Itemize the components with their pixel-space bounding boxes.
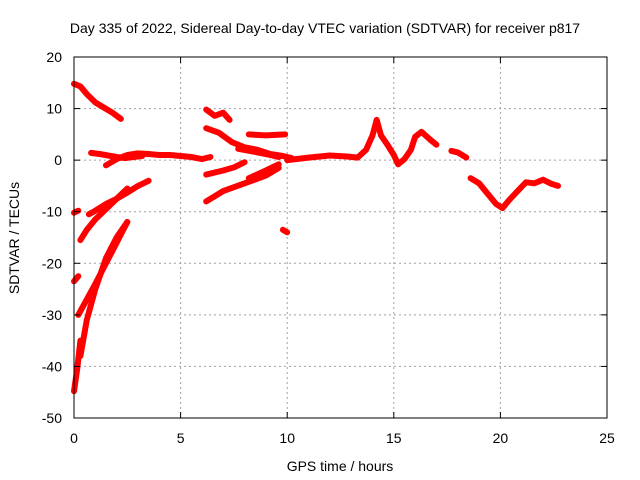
data-series-group: [71, 80, 561, 395]
series-arc-7: [71, 273, 82, 285]
series-arc-10: [71, 337, 84, 395]
series-arc-11: [203, 106, 233, 123]
series-arc-14: [203, 164, 282, 205]
y-tick-label: 10: [46, 101, 62, 117]
y-tick-label: -30: [42, 307, 62, 323]
x-axis-label: GPS time / hours: [287, 458, 394, 474]
x-tick-label: 0: [70, 430, 78, 446]
series-arc-16: [245, 161, 282, 182]
x-tick-label: 25: [599, 430, 615, 446]
series-arc-19: [284, 116, 440, 168]
series-arc-20: [448, 147, 470, 161]
grid: [74, 57, 607, 418]
chart-title: Day 335 of 2022, Sidereal Day-to-day VTE…: [70, 20, 580, 36]
series-arc-1: [71, 80, 124, 122]
series-arc-17: [245, 131, 289, 139]
y-tick-label: -20: [42, 255, 62, 271]
series-arc-6: [77, 185, 131, 244]
y-axis-label: SDTVAR / TECUs: [6, 182, 22, 294]
y-tick-label: -40: [42, 358, 62, 374]
series-arc-18: [279, 226, 291, 236]
x-tick-label: 20: [493, 430, 509, 446]
y-tick-label: -10: [42, 204, 62, 220]
x-tick-label: 5: [177, 430, 185, 446]
x-tick-label: 10: [279, 430, 295, 446]
series-arc-3: [103, 150, 214, 169]
y-tick-label: 20: [46, 49, 62, 65]
series-arc-13: [203, 159, 248, 178]
series-arc-9: [77, 219, 131, 360]
axis-ticks: 0 5 10 15 20 25 -50 -40 -30 -20 -10 0 10 20: [42, 49, 615, 446]
series-arc-15: [235, 145, 282, 160]
y-tick-label: 0: [54, 152, 62, 168]
series-arc-21: [467, 175, 561, 212]
x-tick-label: 15: [386, 430, 402, 446]
y-tick-label: -50: [42, 410, 62, 426]
plot-frame: [73, 56, 608, 419]
